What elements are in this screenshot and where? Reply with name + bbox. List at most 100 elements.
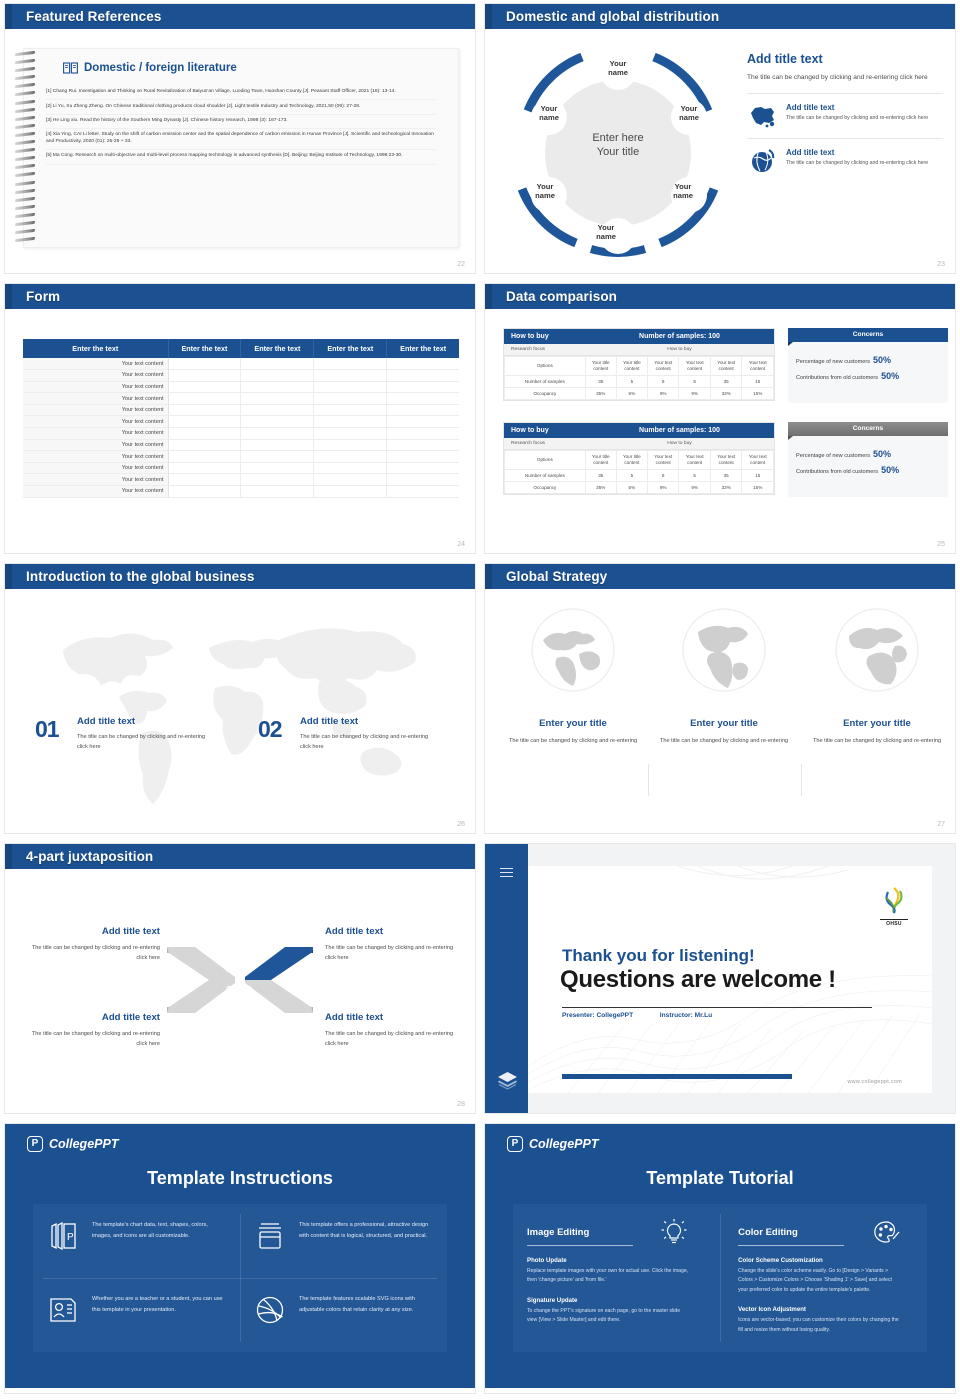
column-desc: The title can be changed by clicking and… — [812, 738, 942, 744]
world-map-background — [63, 628, 416, 804]
concerns-caption: Concerns — [788, 422, 948, 436]
quadrant-label-c: C — [226, 984, 233, 994]
instructor-label: Instructor: — [659, 1012, 693, 1019]
table-cell: Your text content — [741, 355, 774, 377]
table-cell — [240, 358, 315, 371]
list-item: [1] Chang Rui. Investigation and Thinkin… — [46, 86, 436, 101]
info-block: Add title text The title can be changed … — [20, 1012, 160, 1050]
table-cell: Your text content — [741, 449, 774, 471]
table-cell — [313, 439, 388, 452]
box-icon — [254, 1220, 288, 1262]
slide-header-bar: Domestic and global distribution — [485, 4, 955, 31]
table-cell — [313, 485, 388, 498]
table-row: Your text content — [23, 369, 459, 382]
table-cell — [386, 462, 459, 475]
collegeppt-logo: P CollegePPT — [27, 1136, 118, 1152]
row-title: Add title text — [786, 147, 835, 157]
caption-tail — [788, 342, 793, 346]
info-block: Add title text The title can be changed … — [325, 926, 465, 964]
list-item: [5] Ma Cong. Research on multi-objective… — [46, 150, 436, 165]
sidebar-panel — [485, 844, 528, 1113]
website-url: www.collegeppt.com — [847, 1079, 902, 1085]
table-cell — [168, 473, 242, 487]
layers-icon[interactable] — [497, 1071, 518, 1095]
logo-mark-icon: P — [27, 1136, 43, 1152]
page-number: 23 — [937, 261, 945, 268]
table-cell — [240, 415, 315, 429]
column-header: Enter the text — [313, 339, 388, 358]
item-text: To change the PPT's signature on each pa… — [527, 1307, 681, 1324]
table-row: Your text content — [23, 415, 459, 429]
table-cell — [168, 415, 242, 429]
instruction-cell: P The template's chart data, text, shape… — [33, 1204, 240, 1278]
table-cell: Your text content — [678, 355, 711, 377]
thankyou-card: OHSU Thank you for listening! Questions … — [528, 866, 932, 1093]
instructor-value: Mr.Lu — [694, 1012, 713, 1019]
column-desc: The title can be changed by clicking and… — [508, 738, 638, 744]
node-label: Your name — [679, 104, 699, 123]
heading-underline — [527, 1245, 633, 1246]
panel-horizontal-divider — [43, 1278, 437, 1279]
item-title: Photo Update — [527, 1257, 567, 1264]
column-divider — [801, 764, 802, 796]
header-accent-stripe — [485, 564, 492, 589]
quadrant-label-d: D — [226, 964, 233, 974]
slide-template-tutorial: P CollegePPT Template Tutorial Image Edi… — [480, 1120, 960, 1400]
row-label: Your text content — [23, 462, 169, 475]
instructions-panel: P The template's chart data, text, shape… — [33, 1204, 447, 1352]
concerns-line: Percentage of new customers 50% — [796, 449, 892, 459]
table-cell — [313, 381, 388, 394]
list-item: [4] Xia Ying, CAI Li letter. Study on th… — [46, 129, 436, 151]
hamburger-menu-icon[interactable] — [500, 868, 513, 880]
page-title: 4-part juxtaposition — [26, 849, 154, 864]
table-cell: Your title content — [615, 449, 648, 471]
title-left: How to buy — [511, 333, 549, 340]
block-title: Add title text — [101, 926, 160, 937]
row-label: Occupancy — [504, 387, 586, 401]
header-accent-stripe — [5, 4, 12, 29]
table-cell — [168, 450, 242, 463]
page-title: Introduction to the global business — [26, 569, 255, 584]
quadrant-a-shape — [245, 947, 313, 980]
instructions-background — [5, 1124, 475, 1393]
table-cell — [240, 392, 315, 405]
background-decoration — [528, 866, 932, 1093]
row-label: Your text content — [23, 485, 169, 498]
table-row: Occupancy 35% 5% 9% 9% 33% 15% — [504, 481, 774, 495]
header-accent-stripe — [485, 284, 492, 309]
svg-text:P: P — [67, 1232, 74, 1243]
column-desc: The title can be changed by clicking and… — [659, 738, 789, 744]
block-number: 02 — [258, 716, 283, 742]
table-cell — [313, 427, 388, 440]
logo-text: CollegePPT — [49, 1137, 119, 1151]
subtitle-left: Research focus — [511, 441, 545, 446]
table-cell: 15% — [741, 387, 774, 401]
concerns-body: Percentage of new customers 50% Contributi… — [788, 436, 948, 497]
table-cell — [386, 369, 459, 382]
table-row: Your text content — [23, 485, 459, 498]
table-row: Your text content — [23, 381, 459, 394]
slide-featured-references: Featured References Domestic / foreign l… — [0, 0, 480, 280]
instruction-text: The template's chart data, text, shapes,… — [92, 1222, 208, 1239]
concerns-value: 50% — [881, 371, 900, 381]
row-label: Your text content — [23, 381, 169, 394]
table-cell — [386, 358, 459, 371]
row-desc: The title can be changed by clicking and… — [786, 159, 929, 166]
tutorial-item: Signature Update To change the PPT's sig… — [527, 1297, 689, 1326]
table-row: Your text content — [23, 450, 459, 463]
concerns-panel: Concerns Percentage of new customers 50% Co… — [788, 328, 948, 403]
page-number: 26 — [457, 821, 465, 828]
table-cell: 5% — [615, 481, 648, 495]
column-header: Enter the text — [23, 339, 169, 358]
globe-icon — [747, 148, 777, 174]
column-heading-row: Color Editing — [738, 1218, 900, 1246]
table-cell: 5 — [615, 469, 648, 483]
table-subtitle-row: Research focus How to buy — [504, 344, 774, 356]
page-number: 25 — [937, 541, 945, 548]
item-text: Icons are vector-based; you can customiz… — [738, 1317, 899, 1333]
table-cell — [240, 404, 315, 417]
slide-data-comparison: Data comparison How to buy Number of samp… — [480, 280, 960, 560]
block-desc: The title can be changed by clicking and… — [77, 734, 206, 751]
reference-card-heading: Domestic / foreign literature — [63, 62, 237, 74]
reference-heading-label: Domestic / foreign literature — [84, 62, 237, 74]
